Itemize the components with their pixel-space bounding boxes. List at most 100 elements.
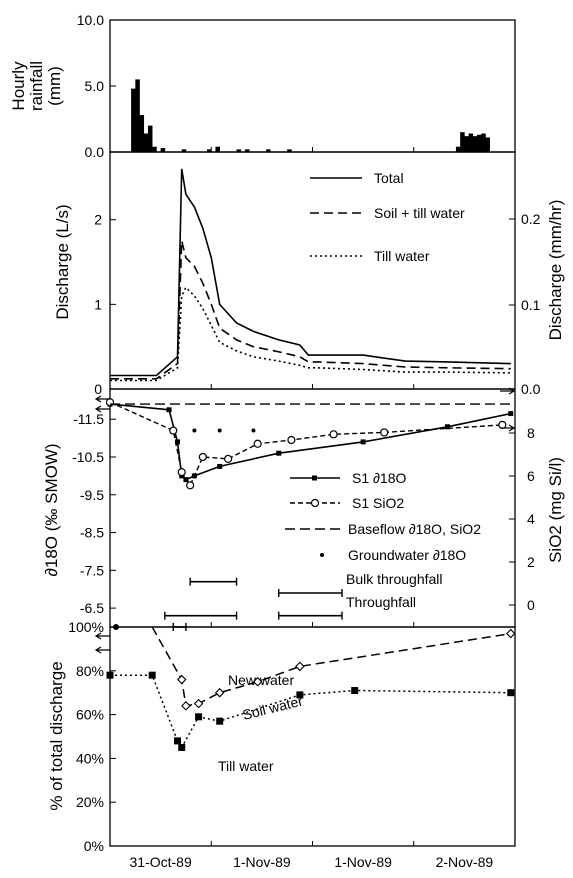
iso-point-sio2 <box>329 430 338 439</box>
pct-point-diamond <box>506 628 516 639</box>
discharge-line-0 <box>110 168 511 377</box>
discharge-line-2 <box>110 286 511 382</box>
rain-bar <box>207 149 212 152</box>
axis-arrow <box>94 405 110 413</box>
rain-bar <box>181 149 187 152</box>
pct-point-square <box>195 713 203 721</box>
iso-tick-label: -7.5 <box>80 562 104 578</box>
axis-arrow <box>94 646 110 654</box>
iso-point-groundwater <box>217 428 222 433</box>
rain-bar <box>160 148 166 152</box>
pct-tick-label: 40% <box>76 750 104 766</box>
iso-point-d18o <box>217 463 223 469</box>
pct-point-diamond <box>193 698 204 709</box>
iso-legend-label: Baseflow ∂18O, SiO2 <box>348 521 481 537</box>
iso-tick-label: -6.5 <box>80 600 104 616</box>
rain-bar <box>147 125 153 152</box>
discharge-legend-label: Till water <box>374 248 430 264</box>
pct-point-square <box>148 671 156 679</box>
rain-bar <box>245 149 250 152</box>
pct-line-new-soil <box>151 626 511 707</box>
iso-right-tick-label: 4 <box>527 511 535 527</box>
rain-ylabel: (mm) <box>45 66 64 106</box>
pct-point-diamond <box>295 661 305 672</box>
iso-ylabel: ∂18O (‰ SMOW) <box>42 443 61 576</box>
pct-tick-label: 0% <box>84 838 104 854</box>
iso-point-groundwater <box>192 428 197 433</box>
discharge-right-tick-label: 0.1 <box>521 297 541 313</box>
pct-point-diamond <box>214 687 225 698</box>
rain-bar <box>481 133 486 152</box>
axis-arrow <box>94 395 110 403</box>
iso-tick-label: -11.5 <box>73 411 104 427</box>
pct-point-square <box>351 687 359 695</box>
pct-annotation: Till water <box>218 758 274 774</box>
pct-point-square <box>216 717 224 725</box>
rain-bar <box>266 149 271 152</box>
iso-point-sio2 <box>224 454 233 463</box>
discharge-tick-label: 2 <box>94 212 102 228</box>
iso-ylabel-right: SiO2 (mg Si/l) <box>546 457 565 563</box>
rain-bar <box>152 146 157 152</box>
rain-bar <box>472 136 478 152</box>
rain-bar <box>139 115 145 152</box>
rain-ylabel: Hourly <box>9 61 28 111</box>
panel-frame-percent <box>109 626 516 847</box>
rain-bar <box>143 133 149 152</box>
pct-annotation: New water <box>228 672 294 688</box>
pct-ylabel: % of total discharge <box>47 661 66 810</box>
discharge-ylabel: Discharge (L/s) <box>53 204 72 319</box>
iso-point-sio2 <box>177 468 186 477</box>
pct-point-square <box>178 743 186 751</box>
pct-point-square <box>507 689 515 697</box>
rain-bar <box>215 146 220 152</box>
axis-arrow <box>500 387 516 395</box>
pct-point-diamond <box>181 701 191 711</box>
iso-legend-swatch <box>310 498 320 508</box>
rain-tick-label: 5.0 <box>85 78 105 94</box>
x-tick-label: 1-Nov-89 <box>233 854 291 870</box>
rain-bar <box>485 137 490 152</box>
iso-point-d18o <box>360 439 366 445</box>
iso-point-d18o <box>445 424 450 430</box>
x-tick-label: 2-Nov-89 <box>436 854 494 870</box>
iso-point-sio2 <box>380 428 389 437</box>
iso-legend-label: Groundwater ∂18O <box>348 547 466 563</box>
rain-tick-label: 0.0 <box>85 144 105 160</box>
iso-line-sio2 <box>109 401 503 487</box>
iso-point-d18o <box>175 439 180 445</box>
discharge-right-tick-label: 0.2 <box>521 211 541 227</box>
iso-tick-label: -8.5 <box>80 525 104 541</box>
axis-arrow <box>94 632 110 640</box>
rain-bar <box>455 146 461 152</box>
pct-point-square <box>296 691 304 699</box>
iso-point-sio2 <box>169 426 178 435</box>
iso-right-tick-label: 0 <box>527 597 535 613</box>
iso-tick-label: -10.5 <box>72 449 104 465</box>
axis-arrow <box>500 424 516 432</box>
iso-point-sio2 <box>287 435 296 445</box>
iso-point-sio2 <box>186 481 195 490</box>
x-tick-label: 1-Nov-89 <box>334 854 392 870</box>
iso-legend-swatch <box>320 553 324 557</box>
iso-legend-label: Throughfall <box>346 594 416 610</box>
rain-bar <box>135 79 140 152</box>
iso-point-groundwater <box>251 428 256 433</box>
iso-right-tick-label: 2 <box>527 554 535 570</box>
pct-point-square <box>174 737 181 745</box>
iso-point-d18o <box>508 411 514 417</box>
iso-point-sio2 <box>498 420 507 429</box>
pct-tick-label: 60% <box>76 707 104 723</box>
discharge-right-tick-label: 0.0 <box>521 381 541 397</box>
x-tick-label: 31-Oct-89 <box>130 854 192 870</box>
discharge-legend-label: Soil + till water <box>374 205 465 221</box>
discharge-ylabel-right: Discharge (mm/hr) <box>546 200 565 341</box>
discharge-legend-label: Total <box>374 170 404 186</box>
pct-point-diamond <box>176 674 187 685</box>
iso-point-d18o <box>166 407 172 413</box>
pct-line-soil-till <box>110 674 511 749</box>
iso-legend-label: Bulk throughfall <box>346 571 443 587</box>
pct-point-square <box>106 671 114 679</box>
rain-bar <box>460 132 465 152</box>
